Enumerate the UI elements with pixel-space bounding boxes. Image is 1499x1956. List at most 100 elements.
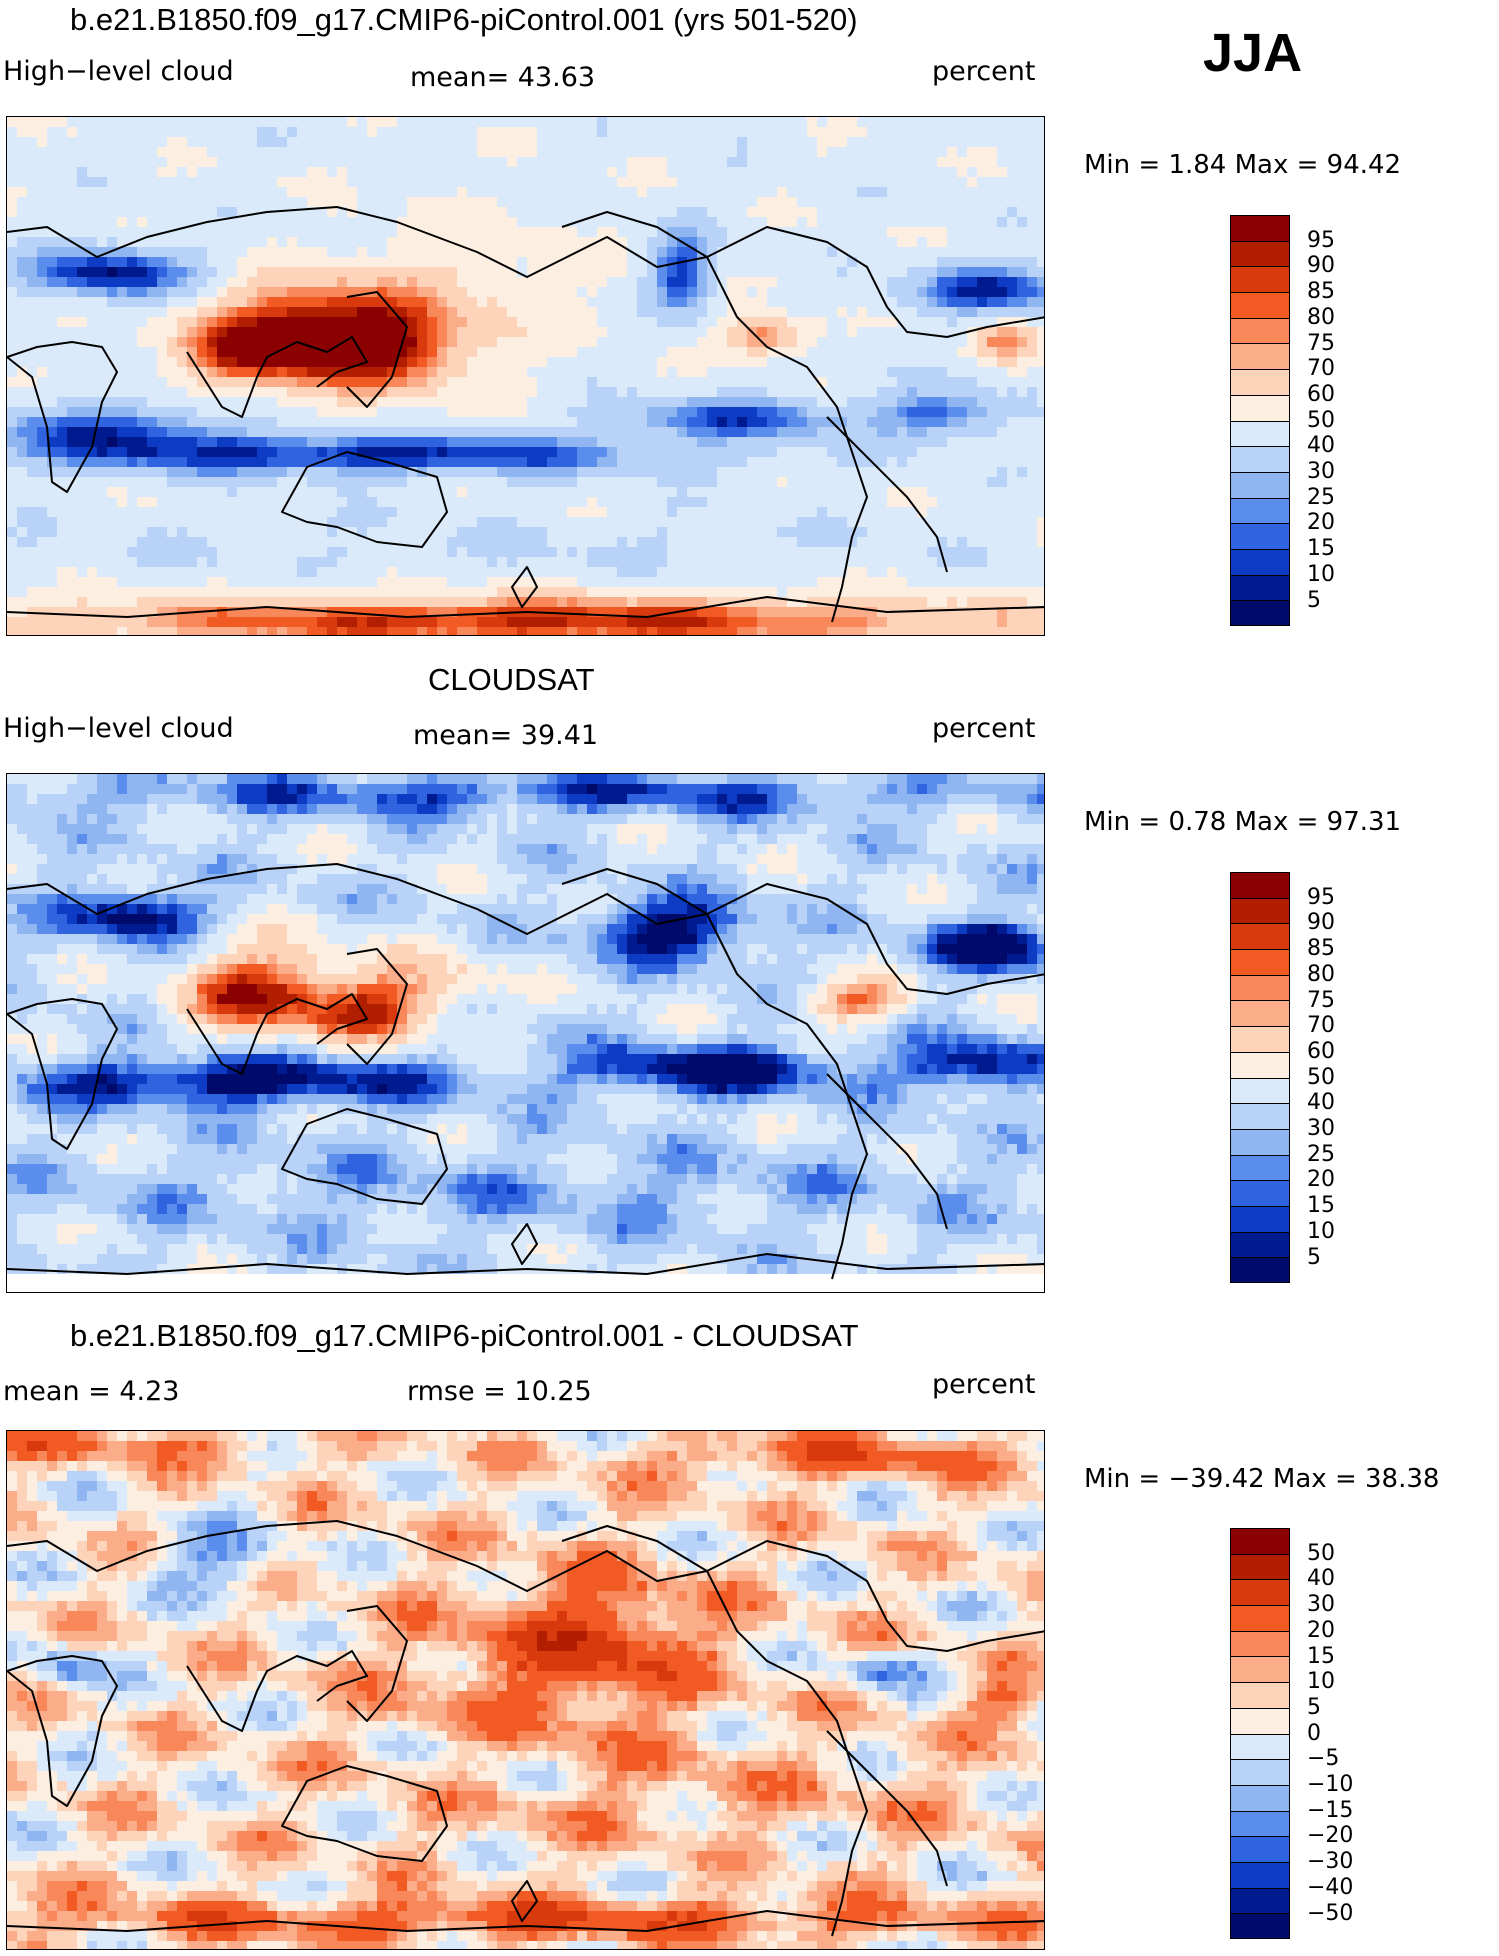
contour-cell [757, 167, 768, 178]
contour-cell [287, 587, 298, 598]
contour-cell [1007, 477, 1018, 488]
contour-cell [327, 267, 338, 278]
contour-cell [677, 147, 688, 158]
contour-cell [187, 507, 198, 518]
contour-cell [847, 277, 858, 288]
contour-cell [27, 417, 38, 428]
contour-cell [217, 187, 228, 198]
contour-cell [597, 447, 608, 458]
contour-cell [1037, 227, 1044, 238]
contour-cell [477, 357, 488, 368]
contour-cell [57, 127, 68, 138]
contour-cell [987, 157, 998, 168]
contour-cell [957, 247, 968, 258]
contour-cell [207, 557, 218, 568]
contour-cell [717, 407, 728, 418]
contour-cell [637, 417, 648, 428]
contour-cell [7, 577, 18, 588]
contour-cell [57, 477, 68, 488]
contour-cell [787, 467, 798, 478]
contour-cell [47, 217, 58, 228]
contour-cell [1027, 197, 1038, 208]
contour-cell [307, 367, 318, 378]
contour-cell [397, 357, 408, 368]
contour-cell [127, 427, 138, 438]
contour-cell [807, 137, 818, 148]
contour-cell [617, 537, 628, 548]
contour-cell [297, 417, 308, 428]
contour-cell [927, 227, 938, 238]
contour-cell [377, 477, 388, 488]
contour-cell [517, 497, 528, 508]
contour-cell [27, 237, 38, 248]
contour-cell [697, 467, 708, 478]
contour-cell [487, 577, 498, 588]
contour-cell [107, 577, 118, 588]
contour-cell [87, 347, 98, 358]
contour-cell [217, 297, 228, 308]
contour-cell [387, 367, 398, 378]
contour-cell [447, 247, 458, 258]
contour-cell [497, 397, 508, 408]
contour-cell [257, 477, 268, 488]
contour-cell [817, 577, 828, 588]
contour-cell [987, 417, 998, 428]
contour-cell [967, 147, 978, 158]
contour-cell [387, 437, 398, 448]
contour-cell [937, 557, 948, 568]
contour-cell [277, 547, 288, 558]
contour-cell [617, 547, 628, 558]
contour-cell [997, 537, 1008, 548]
contour-cell [607, 247, 618, 258]
contour-cell [167, 137, 178, 148]
contour-cell [247, 547, 258, 558]
contour-cell [787, 217, 798, 228]
contour-cell [807, 157, 818, 168]
contour-cell [887, 237, 898, 248]
contour-cell [417, 277, 428, 288]
contour-cell [887, 127, 898, 138]
contour-cell [107, 227, 118, 238]
contour-cell [157, 307, 168, 318]
contour-cell [237, 377, 248, 388]
contour-cell [17, 537, 28, 548]
contour-cell [87, 137, 98, 148]
contour-cell [497, 267, 508, 278]
contour-cell [97, 277, 108, 288]
contour-cell [847, 407, 858, 418]
contour-cell [967, 527, 978, 538]
contour-cell [847, 137, 858, 148]
contour-cell [807, 337, 818, 348]
contour-cell [47, 277, 58, 288]
contour-cell [1037, 277, 1044, 288]
contour-cell [477, 367, 488, 378]
contour-cell [647, 377, 658, 388]
contour-cell [577, 237, 588, 248]
contour-cell [7, 507, 18, 518]
contour-cell [167, 197, 178, 208]
contour-cell [1017, 347, 1028, 358]
contour-cell [377, 187, 388, 198]
contour-cell [947, 417, 958, 428]
contour-cell [247, 427, 258, 438]
contour-cell [587, 307, 598, 318]
contour-cell [1027, 377, 1038, 388]
contour-cell [897, 577, 908, 588]
contour-cell [47, 527, 58, 538]
contour-cell [907, 227, 918, 238]
contour-cell [757, 237, 768, 248]
contour-cell [257, 527, 268, 538]
contour-cell [887, 527, 898, 538]
contour-cell [497, 207, 508, 218]
contour-cell [537, 257, 548, 268]
contour-cell [227, 267, 238, 278]
contour-cell [177, 487, 188, 498]
contour-cell [37, 347, 48, 358]
contour-cell [37, 537, 48, 548]
contour-cell [677, 537, 688, 548]
contour-cell [127, 547, 138, 558]
contour-cell [537, 497, 548, 508]
contour-cell [547, 357, 558, 368]
contour-cell [707, 247, 718, 258]
contour-cell [757, 457, 768, 468]
